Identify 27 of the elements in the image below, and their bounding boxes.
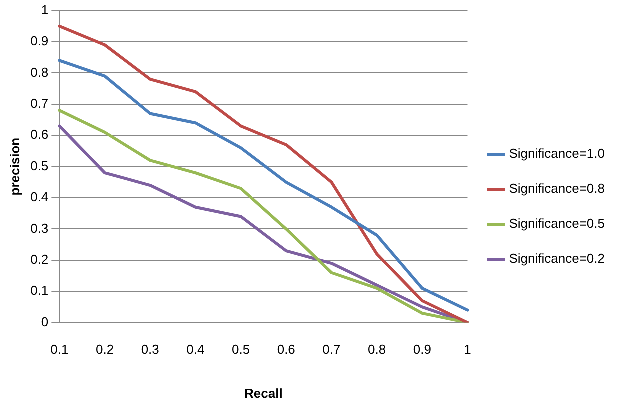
- y-tick-label: 0.5: [30, 158, 49, 174]
- y-tick-label: 0.1: [30, 283, 49, 298]
- x-tick-label: 0.5: [232, 342, 250, 358]
- x-tick-label: 1: [464, 342, 472, 358]
- y-tick-label: 0.8: [30, 64, 49, 80]
- y-tick-label: 0.4: [30, 190, 49, 205]
- x-tick-label: 0.7: [322, 342, 341, 358]
- x-tick-label: 0.4: [186, 342, 205, 358]
- y-tick-label: 0.6: [30, 127, 49, 142]
- legend-label: Significance=0.2: [509, 251, 606, 266]
- legend-label: Significance=0.5: [509, 216, 606, 232]
- y-tick-label: 0.9: [30, 34, 49, 49]
- y-tick-label: 0: [41, 314, 49, 330]
- legend-label: Significance=1.0: [509, 146, 606, 162]
- y-tick-label: 1: [41, 2, 49, 18]
- x-tick-label: 0.6: [277, 342, 296, 358]
- y-tick-label: 0.2: [30, 252, 49, 267]
- legend-label: Significance=0.8: [509, 181, 606, 196]
- x-tick-label: 0.2: [96, 342, 114, 358]
- x-tick-label: 0.9: [413, 342, 432, 358]
- y-tick-label: 0.3: [30, 220, 49, 236]
- x-tick-label: 0.1: [50, 342, 69, 358]
- x-tick-label: 0.3: [141, 342, 160, 358]
- y-tick-label: 0.7: [30, 96, 49, 111]
- y-axis-title: precision: [7, 138, 22, 196]
- x-axis-title: Recall: [244, 386, 283, 401]
- x-tick-label: 0.8: [368, 342, 386, 358]
